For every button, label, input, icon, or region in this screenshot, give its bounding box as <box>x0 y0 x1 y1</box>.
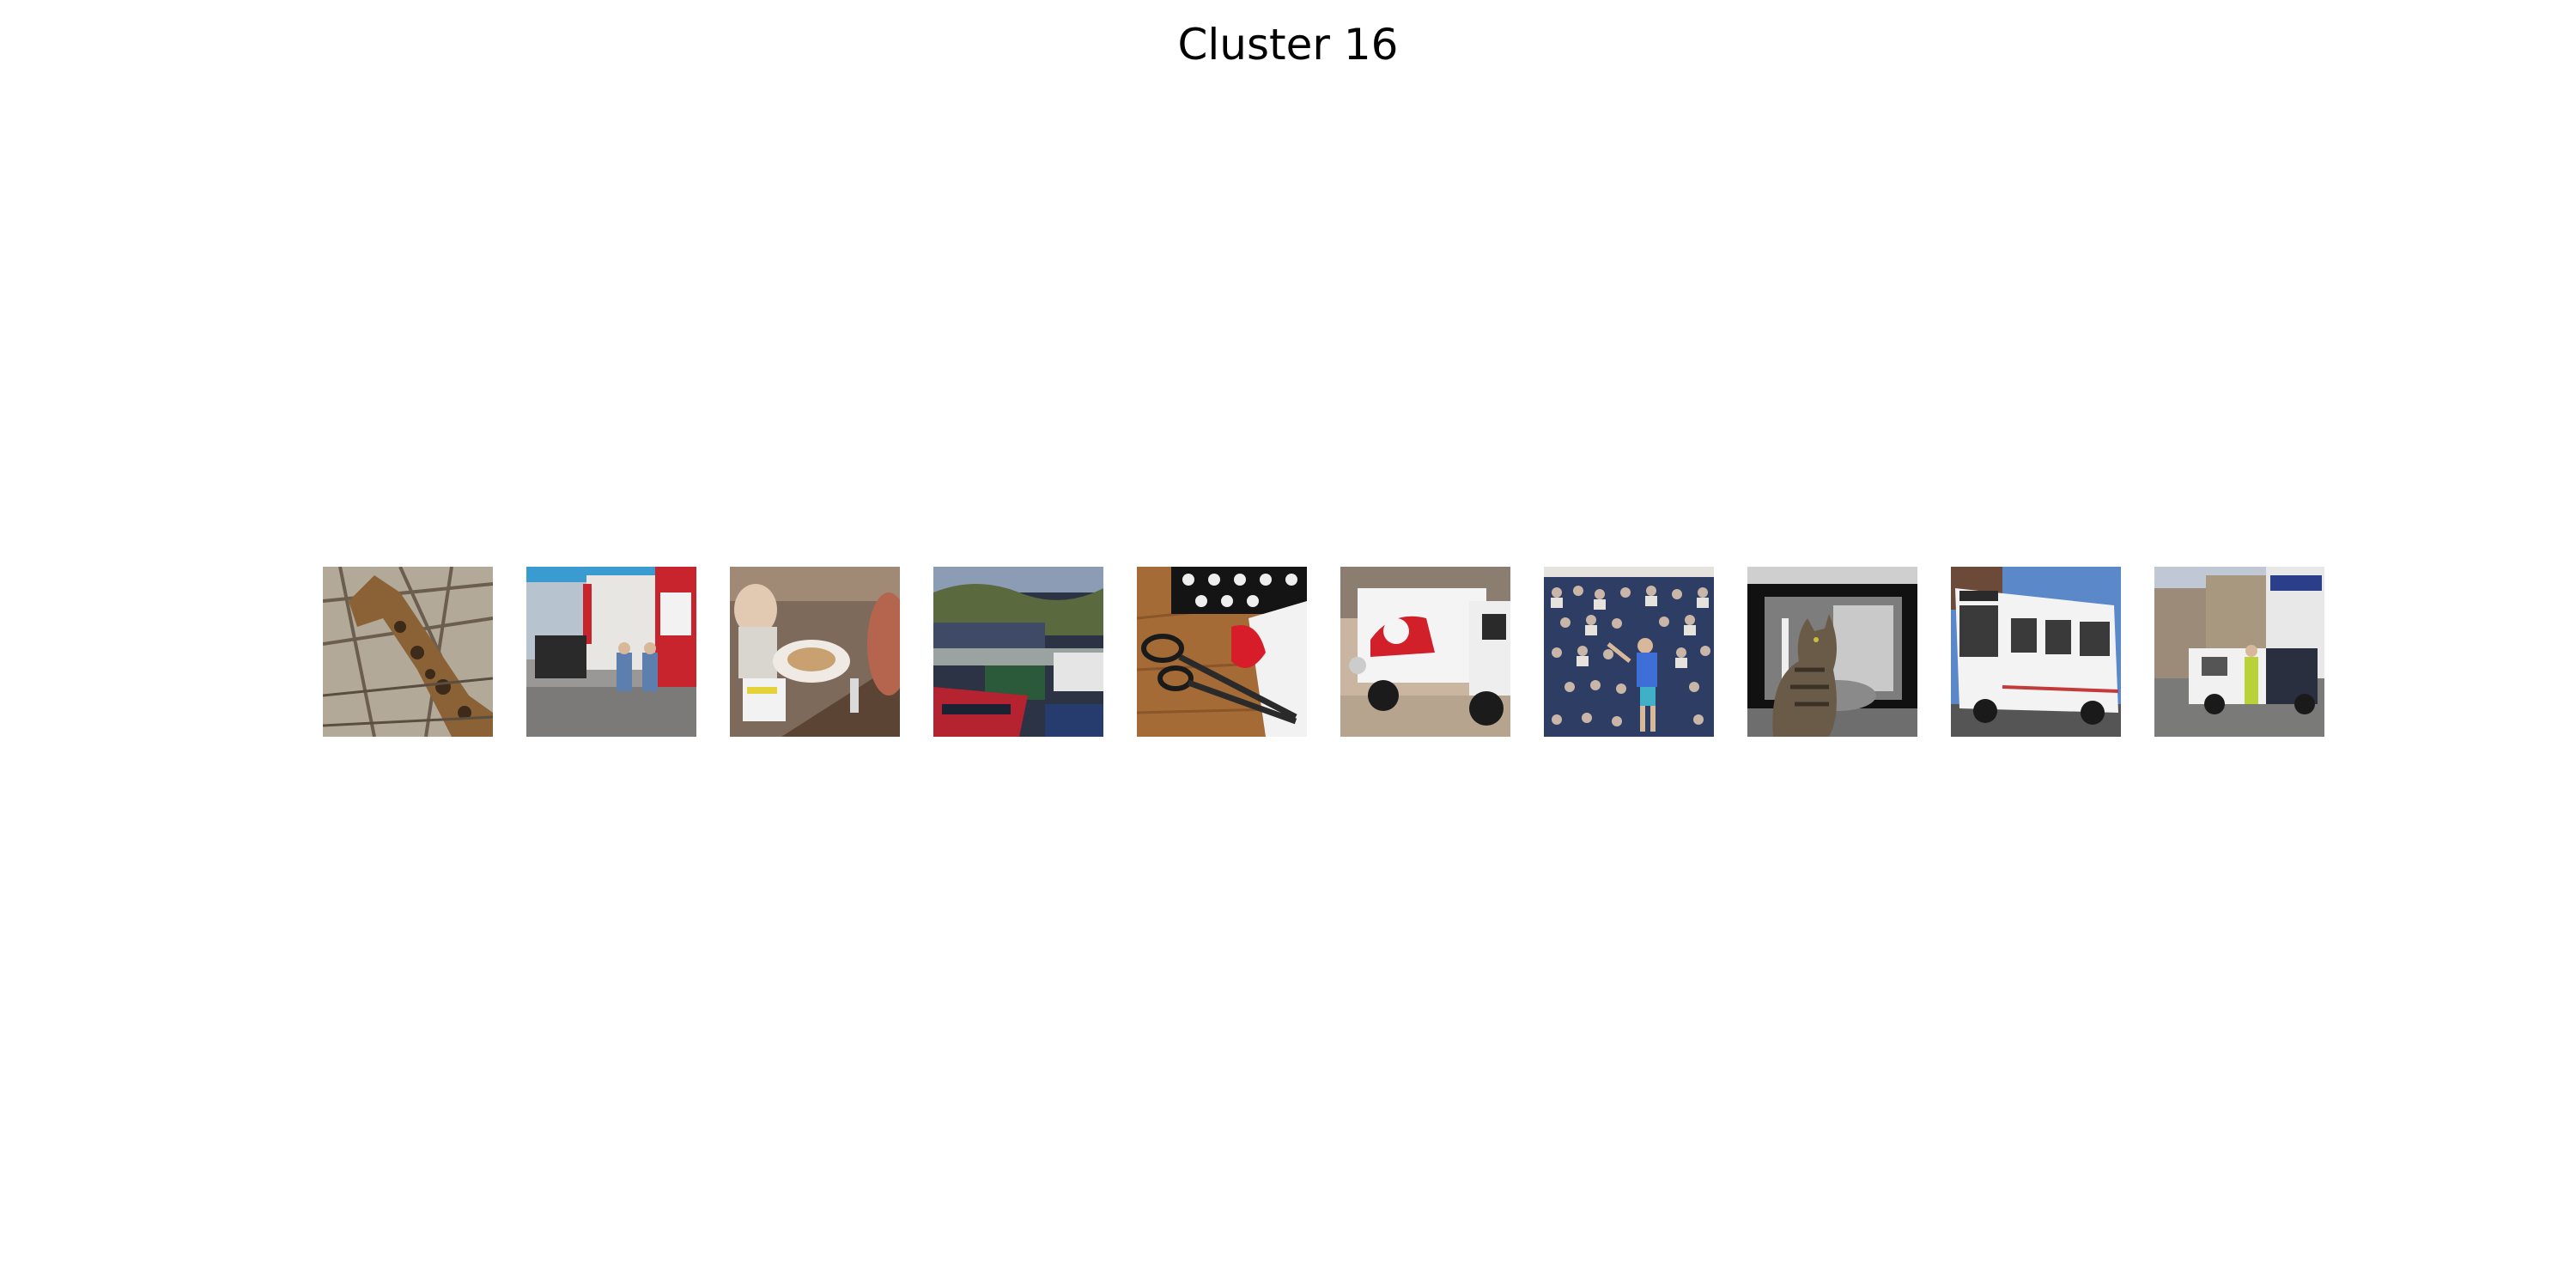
thumbnail-4-image <box>933 567 1103 737</box>
thumbnail-10-image <box>2154 567 2324 737</box>
thumbnail-10 <box>2154 567 2324 737</box>
thumbnail-6-image <box>1340 567 1510 737</box>
thumbnail-1-image <box>323 567 493 737</box>
thumbnail-7-image <box>1544 567 1714 737</box>
figure-title: Cluster 16 <box>1177 20 1399 70</box>
thumbnail-9-image <box>1951 567 2121 737</box>
thumbnail-3-image <box>730 567 900 737</box>
thumbnail-row <box>323 567 2324 737</box>
thumbnail-4 <box>933 567 1103 737</box>
thumbnail-5 <box>1137 567 1307 737</box>
thumbnail-2 <box>526 567 696 737</box>
thumbnail-5-image <box>1137 567 1307 737</box>
thumbnail-8 <box>1747 567 1917 737</box>
thumbnail-7 <box>1544 567 1714 737</box>
thumbnail-1 <box>323 567 493 737</box>
thumbnail-6 <box>1340 567 1510 737</box>
thumbnail-8-image <box>1747 567 1917 737</box>
thumbnail-3 <box>730 567 900 737</box>
thumbnail-9 <box>1951 567 2121 737</box>
thumbnail-2-image <box>526 567 696 737</box>
